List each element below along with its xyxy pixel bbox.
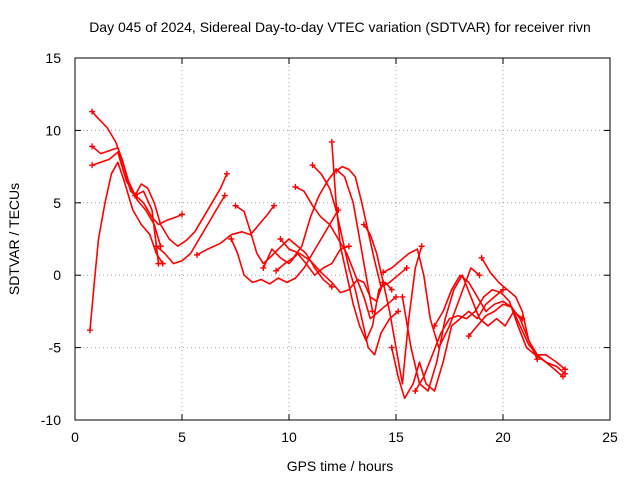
point-marker [271,202,278,209]
point-marker [223,170,230,177]
point-marker [393,293,399,300]
y-axis-label: SDTVAR / TECUs [6,183,22,295]
point-marker [228,236,235,242]
series-track-7 [196,204,275,256]
axis-ticks: 0 5 10 15 20 25 -10 -5 0 5 10 15 [41,50,618,445]
point-marker [155,260,162,267]
series-track-14 [311,164,399,356]
point-marker [476,272,483,279]
point-marker [388,286,395,293]
series-track-19 [390,288,504,400]
point-marker [500,286,506,293]
series-track-9 [230,209,339,285]
point-marker [478,254,485,261]
series-track-3 [91,145,183,226]
point-marker [89,162,96,169]
point-marker [309,162,316,169]
x-tick-label: 10 [281,429,297,445]
chart-title: Day 045 of 2024, Sidereal Day-to-day VTE… [89,19,591,35]
point-marker [380,269,387,276]
point-marker [131,192,138,199]
y-tick-label: 15 [45,50,61,66]
data-series [86,108,569,400]
point-marker [232,202,239,209]
x-tick-label: 0 [71,429,79,445]
point-marker [89,143,96,150]
series-track-15 [331,141,393,342]
point-marker [360,221,367,228]
series-track-1 [89,161,164,331]
series-track-20 [401,274,524,392]
series-track-13 [294,186,397,320]
point-marker [388,344,395,351]
series-track-12 [279,238,384,303]
x-axis-label: GPS time / hours [287,458,394,474]
series-track-10 [262,245,350,276]
point-marker [328,138,335,145]
point-marker [418,243,425,250]
x-tick-label: 15 [388,429,404,445]
y-tick-label: 5 [53,195,61,211]
series-track-6 [155,194,226,265]
series-track-8 [234,204,333,288]
point-marker [260,264,267,271]
series-track-17 [363,223,423,385]
point-marker [333,167,340,174]
point-marker [431,322,438,329]
point-marker [153,243,160,250]
point-marker [559,373,566,380]
series-track-11 [275,168,374,313]
series-track-5 [134,173,228,247]
point-marker [345,243,352,250]
y-tick-label: 0 [53,267,61,283]
point-marker [292,183,299,190]
point-marker [193,251,200,258]
series-track-24 [480,257,538,360]
series-track-21 [414,288,566,392]
point-marker [86,327,93,334]
x-tick-label: 25 [602,429,618,445]
series-track-23 [468,303,564,378]
point-marker [534,356,541,363]
x-tick-label: 5 [178,429,186,445]
point-marker [273,267,280,274]
point-marker [221,192,228,199]
point-marker [328,283,335,290]
series-track-4 [91,151,160,265]
series-track-18 [382,248,481,349]
point-marker [412,388,419,395]
point-marker [403,264,410,271]
point-marker [277,236,284,242]
point-marker [399,293,406,300]
y-tick-label: -10 [41,412,61,428]
point-marker [179,211,185,218]
point-marker [562,366,569,373]
x-tick-label: 20 [495,429,511,445]
point-marker [465,333,472,340]
y-tick-label: 10 [45,122,61,138]
y-tick-label: -5 [49,340,62,356]
point-marker [395,308,402,315]
plot-frame [74,57,611,421]
series-track-22 [433,274,566,371]
point-marker [89,108,96,115]
